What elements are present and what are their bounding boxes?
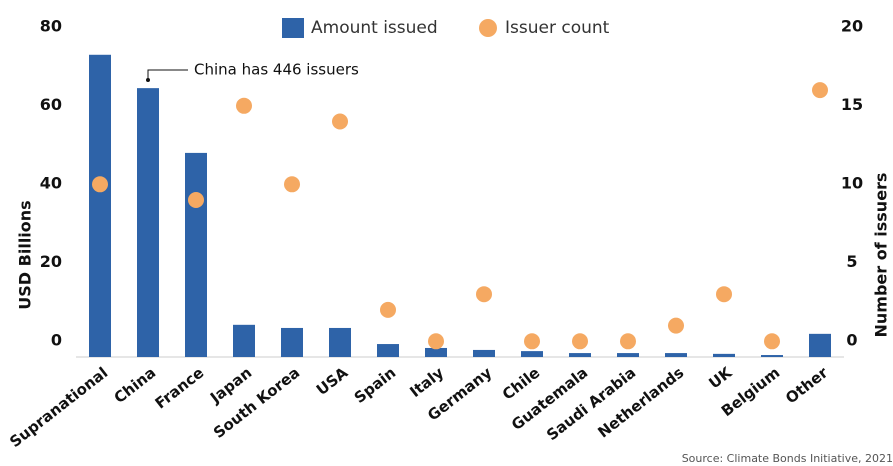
- bar: [425, 347, 447, 357]
- y2-tick-label: 5: [846, 252, 857, 271]
- bar: [809, 333, 831, 357]
- bar: [569, 353, 591, 357]
- bar: [617, 353, 639, 357]
- dot: [572, 333, 588, 350]
- dot: [716, 286, 732, 303]
- bar: [329, 327, 351, 357]
- y2-axis-label: Number of issuers: [872, 173, 891, 338]
- bar: [665, 353, 687, 357]
- y-tick-label: 80: [40, 17, 62, 36]
- y-tick-label: 40: [40, 174, 62, 193]
- dot: [668, 317, 684, 334]
- legend-label: Issuer count: [505, 18, 610, 38]
- x-tick-label: Other: [782, 363, 832, 407]
- y2-tick-label: 10: [841, 174, 863, 193]
- y2-tick-label: 20: [841, 17, 863, 36]
- x-tick-label: Netherlands: [594, 363, 687, 441]
- legend-swatch: [282, 18, 304, 38]
- dot: [524, 333, 540, 350]
- dot: [284, 176, 300, 193]
- source: Source: Climate Bonds Initiative, 2021: [682, 452, 893, 465]
- dot: [332, 113, 348, 130]
- y-tick-label: 0: [51, 331, 62, 350]
- x-tick-label: USA: [313, 363, 352, 399]
- y-tick-label: 20: [40, 252, 62, 271]
- annotation-line: [147, 69, 188, 80]
- dot: [92, 176, 108, 193]
- y-axis-label: USD Billions: [16, 200, 35, 309]
- bar: [137, 88, 159, 357]
- bar: [89, 54, 111, 358]
- bar: [185, 152, 207, 357]
- dot: [812, 82, 828, 99]
- x-tick-label: China: [111, 364, 160, 408]
- bar: [713, 353, 735, 357]
- x-tick-label: Supranational: [6, 364, 111, 452]
- dot: [188, 192, 204, 208]
- dot: [764, 333, 780, 350]
- dot: [236, 97, 252, 114]
- bar: [761, 355, 783, 357]
- y2-tick-label: 15: [841, 95, 863, 114]
- bar: [281, 327, 303, 357]
- bar: [233, 324, 255, 357]
- dot: [620, 333, 636, 350]
- legend-label: Amount issued: [311, 18, 438, 38]
- dot: [476, 286, 492, 303]
- y2-tick-label: 0: [846, 331, 857, 350]
- x-tick-label: UK: [705, 363, 736, 393]
- y-tick-label: 60: [40, 95, 62, 114]
- bar: [377, 344, 399, 357]
- bar: [521, 351, 543, 357]
- bar: [473, 349, 495, 357]
- x-tick-label: France: [152, 364, 208, 413]
- dot: [428, 333, 444, 350]
- annotation: China has 446 issuers: [194, 61, 359, 79]
- x-tick-label: Italy: [406, 363, 447, 401]
- dot: [380, 301, 396, 318]
- x-tick-label: South Korea: [210, 364, 303, 442]
- x-tick-label: Spain: [351, 364, 400, 407]
- legend-swatch: [479, 19, 497, 37]
